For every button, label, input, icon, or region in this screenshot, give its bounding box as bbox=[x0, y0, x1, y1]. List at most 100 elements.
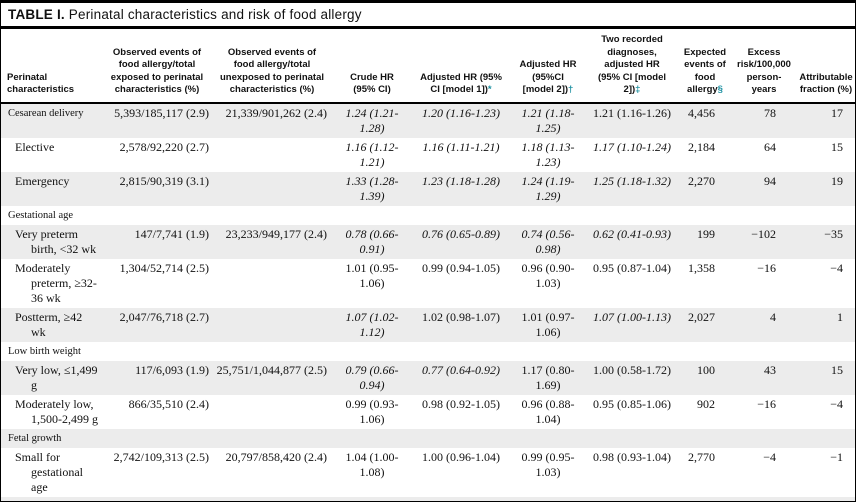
cell-crude-hr: 1.10 (1.06-1.14) bbox=[331, 497, 413, 501]
cell-observed-unexposed bbox=[213, 497, 331, 501]
footnote-marker-section: § bbox=[717, 84, 723, 96]
footnote-marker-double-dagger: ‡ bbox=[635, 84, 641, 96]
table-title-text: Perinatal characteristics and risk of fo… bbox=[64, 7, 362, 22]
cell-observed-exposed: 3,178/118,071 (2.7) bbox=[101, 497, 213, 501]
cell-expected-events: 2,027 bbox=[688, 309, 715, 324]
cell-observed-unexposed bbox=[213, 259, 331, 308]
cell-expected-events: 2,763 bbox=[677, 497, 733, 501]
cell-adjusted-hr-model2: 1.01 (0.97-1.06) bbox=[521, 309, 575, 339]
section-label: Low birth weight bbox=[8, 345, 81, 357]
section-row: Fetal growth bbox=[1, 428, 855, 448]
table-row: Postterm, ≥42 wk 2,047/76,718 (2.7) 1.07 (… bbox=[1, 307, 855, 342]
cell-observed-exposed: 2,047/76,718 (2.7) bbox=[119, 309, 209, 324]
cell-attributable-fraction: −35 bbox=[824, 226, 843, 241]
cell-crude-hr: 1.04 (1.00-1.08) bbox=[345, 449, 399, 479]
cell-expected-events: 100 bbox=[697, 362, 715, 377]
cell-attributable-fraction: 13 bbox=[795, 497, 855, 501]
row-label: Moderately low, 1,500-2,499 g bbox=[15, 396, 98, 426]
cell-adjusted-hr-model2: 1.17 (0.80-1.69) bbox=[521, 362, 575, 392]
cell-adjusted-hr-model2: 1.15 (1.10-1.19) bbox=[509, 497, 587, 501]
table-row: Very preterm birth, <32 wk 147/7,741 (1.9… bbox=[1, 224, 855, 259]
cell-crude-hr: 1.07 (1.02-1.12) bbox=[345, 309, 399, 339]
header-row: Perinatal characteristics Observed event… bbox=[1, 29, 855, 104]
cell-adjusted-hr-model1: 0.77 (0.64-0.92) bbox=[422, 362, 500, 377]
cell-expected-events: 902 bbox=[697, 396, 715, 411]
cell-adjusted-hr-model2: 0.74 (0.56-0.98) bbox=[521, 226, 575, 256]
cell-observed-exposed: 1,304/52,714 (2.5) bbox=[119, 260, 209, 275]
cell-excess-risk: −4 bbox=[763, 449, 776, 464]
cell-adjusted-hr-model1: 0.76 (0.65-0.89) bbox=[422, 226, 500, 241]
cell-attributable-fraction: −4 bbox=[830, 260, 843, 275]
cell-adjusted-hr-model1: 0.98 (0.92-1.05) bbox=[422, 396, 500, 411]
cell-excess-risk: −16 bbox=[757, 260, 776, 275]
cell-excess-risk: 94 bbox=[764, 173, 776, 188]
cell-attributable-fraction: 15 bbox=[831, 139, 843, 154]
cell-expected-events: 2,270 bbox=[688, 173, 715, 188]
cell-observed-exposed: 5,393/185,117 (2.9) bbox=[114, 105, 209, 120]
col-header-crude-hr: Crude HR (95% CI) bbox=[331, 29, 413, 104]
cell-two-diagnoses-hr: 0.98 (0.93-1.04) bbox=[593, 449, 671, 464]
cell-excess-risk: 43 bbox=[764, 362, 776, 377]
cell-observed-unexposed: 21,339/901,262 (2.4) bbox=[225, 105, 327, 120]
cell-excess-risk: −16 bbox=[757, 396, 776, 411]
footnote-marker-dagger: † bbox=[568, 84, 574, 96]
table-title: TABLE I. Perinatal characteristics and r… bbox=[1, 3, 855, 29]
row-label: Postterm, ≥42 wk bbox=[15, 309, 83, 339]
cell-attributable-fraction: 1 bbox=[837, 309, 843, 324]
cell-two-diagnoses-hr: 0.95 (0.85-1.06) bbox=[593, 396, 671, 411]
cell-observed-unexposed bbox=[213, 395, 331, 429]
cell-adjusted-hr-model2: 1.21 (1.18-1.25) bbox=[521, 105, 575, 135]
cell-attributable-fraction: −1 bbox=[830, 449, 843, 464]
cell-observed-unexposed bbox=[213, 172, 331, 206]
cell-excess-risk: −102 bbox=[751, 226, 776, 241]
section-row: Gestational age bbox=[1, 206, 855, 225]
cell-adjusted-hr-model2: 0.96 (0.88-1.04) bbox=[521, 396, 575, 426]
cell-expected-events: 4,456 bbox=[688, 105, 715, 120]
cell-adjusted-hr-model1: 1.02 (0.98-1.07) bbox=[422, 309, 500, 324]
cell-crude-hr: 1.24 (1.21-1.28) bbox=[345, 105, 399, 135]
cell-crude-hr: 0.78 (0.66-0.91) bbox=[345, 226, 399, 256]
row-label: Moderately preterm, ≥32-36 wk bbox=[15, 260, 97, 305]
cell-adjusted-hr-model2: 0.96 (0.90-1.03) bbox=[521, 260, 575, 290]
table-row: Small for gestational age 2,742/109,313 (… bbox=[1, 448, 855, 497]
section-label: Fetal growth bbox=[8, 432, 62, 444]
section-row: Low birth weight bbox=[1, 342, 855, 361]
col-header-adjusted-hr-model2: Adjusted HR (95%CI [model 2])† bbox=[509, 29, 587, 104]
col-header-observed-unexposed: Observed events of food allergy/total un… bbox=[213, 29, 331, 104]
col-header-two-diagnoses-hr: Two recorded diagnoses, adjusted HR (95%… bbox=[587, 29, 677, 104]
cell-observed-exposed: 2,742/109,313 (2.5) bbox=[113, 449, 209, 464]
col-header-attributable-fraction: Attributable fraction (%) bbox=[795, 29, 855, 104]
table-body: Cesarean delivery 5,393/185,117 (2.9) 21,3… bbox=[1, 102, 855, 501]
col-header-observed-exposed: Observed events of food allergy/total ex… bbox=[101, 29, 213, 104]
table-row: Elective 2,578/92,220 (2.7) 1.16 (1.12-1.2… bbox=[1, 138, 855, 172]
cell-expected-events: 2,184 bbox=[688, 139, 715, 154]
table-row: Moderately preterm, ≥32-36 wk 1,304/52,71… bbox=[1, 259, 855, 308]
cell-excess-risk: 53 bbox=[733, 497, 795, 501]
cell-observed-unexposed: 20,797/858,420 (2.4) bbox=[225, 449, 327, 464]
cell-two-diagnoses-hr: 1.17 (1.10-1.24) bbox=[593, 139, 671, 154]
row-label: LGA bbox=[1, 497, 101, 501]
cell-excess-risk: 64 bbox=[764, 139, 776, 154]
section-label: Gestational age bbox=[8, 209, 74, 221]
cell-observed-exposed: 866/35,510 (2.4) bbox=[128, 396, 209, 411]
cell-two-diagnoses-hr: 1.19 (1.13-1.26) bbox=[587, 497, 677, 501]
perinatal-characteristics-table: Perinatal characteristics Observed event… bbox=[1, 29, 855, 501]
cell-crude-hr: 0.79 (0.66-0.94) bbox=[345, 362, 399, 392]
cell-excess-risk: 78 bbox=[764, 105, 776, 120]
row-label: Emergency bbox=[15, 173, 70, 188]
cell-adjusted-hr-model2: 1.24 (1.19-1.29) bbox=[521, 173, 575, 203]
cell-expected-events: 2,770 bbox=[688, 449, 715, 464]
cell-two-diagnoses-hr: 1.25 (1.18-1.32) bbox=[593, 173, 671, 188]
row-label: Elective bbox=[15, 139, 55, 154]
cell-observed-exposed: 2,578/92,220 (2.7) bbox=[119, 139, 209, 154]
cell-adjusted-hr-model1: 1.00 (0.96-1.04) bbox=[422, 449, 500, 464]
col-header-excess-risk: Excess risk/100,000 person- years bbox=[733, 29, 795, 104]
table-row: Very low, ≤1,499 g 117/6,093 (1.9) 25,751/… bbox=[1, 360, 855, 395]
cell-observed-unexposed bbox=[213, 138, 331, 172]
cell-observed-unexposed: 23,233/949,177 (2.4) bbox=[225, 226, 327, 241]
footnote-marker-asterisk: * bbox=[487, 84, 492, 96]
cell-crude-hr: 0.99 (0.93-1.06) bbox=[345, 396, 399, 426]
cell-two-diagnoses-hr: 1.00 (0.58-1.72) bbox=[593, 362, 671, 377]
cell-adjusted-hr-model1: 1.20 (1.16-1.23) bbox=[422, 105, 500, 120]
